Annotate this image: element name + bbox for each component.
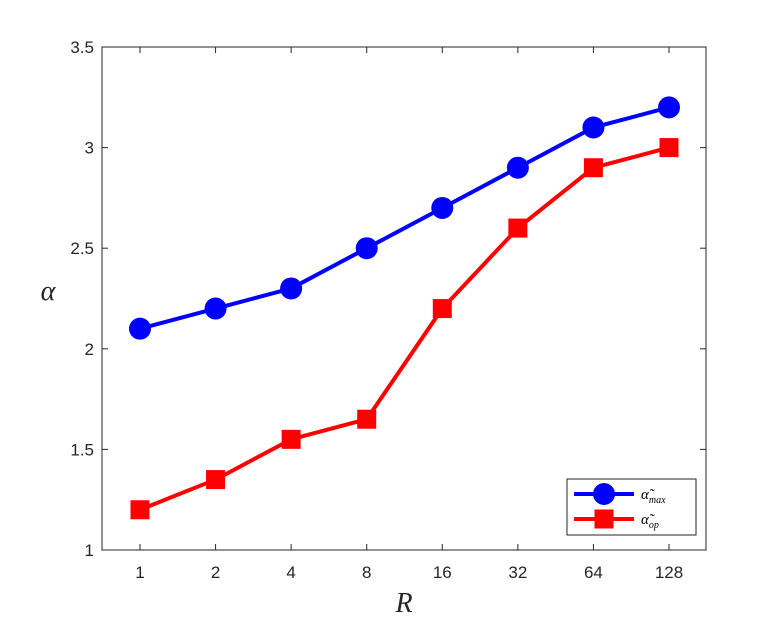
x-tick-label: 16 [433, 563, 452, 582]
data-point-max [582, 116, 605, 139]
x-axis: 1 2 4 8 16 32 64 128 [135, 47, 683, 582]
data-point-op [206, 470, 226, 490]
x-tick-label: 4 [286, 563, 295, 582]
y-tick-label: 2 [85, 340, 94, 359]
legend-box [566, 478, 697, 536]
y-axis-title: α [41, 276, 57, 307]
x-tick-label: 32 [508, 563, 527, 582]
data-point-op [659, 138, 679, 158]
series-line-op [139, 145, 670, 512]
y-tick-label: 3.5 [70, 38, 94, 57]
data-point-max [280, 277, 303, 300]
plot-area [101, 46, 707, 551]
x-tick-label: 64 [584, 563, 603, 582]
x-tick-label: 128 [655, 563, 683, 582]
data-point-max [431, 196, 454, 219]
x-axis-title: R [394, 588, 412, 619]
x-tick-label: 8 [362, 563, 371, 582]
y-tick-label: 2.5 [70, 239, 94, 258]
data-point-op [508, 218, 528, 238]
legend-marker-max [593, 483, 615, 505]
data-point-op [357, 409, 377, 429]
x-tick-label: 1 [135, 563, 144, 582]
y-tick-label: 3 [85, 139, 94, 158]
y-tick-label: 1.5 [70, 440, 94, 459]
series-layer [129, 96, 680, 520]
y-axis: 1 1.5 2 2.5 3 3.5 [70, 38, 706, 560]
y-tick-label: 1 [85, 541, 94, 560]
series-line-max [139, 105, 670, 331]
data-point-op [583, 158, 603, 178]
data-point-max [355, 237, 378, 260]
legend-marker-op [594, 509, 614, 529]
data-point-op [432, 299, 452, 319]
data-point-op [130, 500, 150, 520]
data-point-max [658, 96, 680, 119]
data-point-max [506, 156, 529, 179]
data-point-max [204, 297, 227, 320]
x-tick-label: 2 [211, 563, 220, 582]
data-point-op [281, 429, 301, 449]
data-point-max [129, 317, 151, 340]
